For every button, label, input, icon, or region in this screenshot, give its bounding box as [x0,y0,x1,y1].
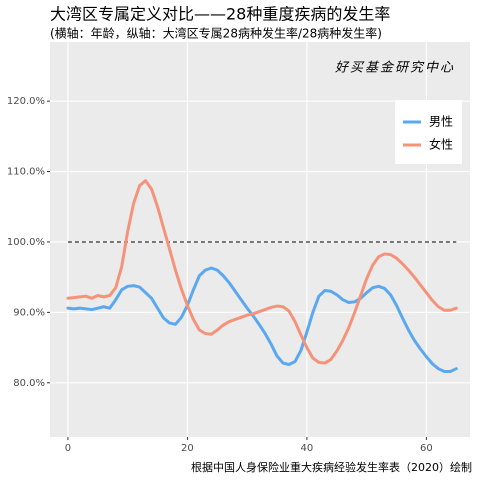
y-tick-label: 80.0% [13,378,45,389]
x-tick-label: 20 [181,443,194,454]
x-tick-label: 60 [420,443,433,454]
legend-box [395,100,462,164]
line-series [66,266,458,374]
y-tick-label: 100.0% [7,237,45,248]
caption: 根据中国人身保险业重大疾病经验发生率表（2020）绘制 [191,460,472,474]
watermark: 好买基金研究中心 [335,60,455,76]
y-tick-label: 90.0% [13,307,45,318]
legend-label: 女性 [429,137,453,152]
y-tick-label: 120.0% [7,96,45,107]
y-tick-label: 110.0% [7,167,45,178]
x-tick-label: 0 [65,443,71,454]
line-series [66,179,458,365]
chart-title: 大湾区专属定义对比——28种重度疾病的发生率 [50,5,390,24]
x-tick-label: 40 [301,443,314,454]
chart-subtitle: (横轴：年龄，纵轴：大湾区专属28病种发生率/28病种发生率) [50,26,382,41]
legend-label: 男性 [429,115,453,129]
